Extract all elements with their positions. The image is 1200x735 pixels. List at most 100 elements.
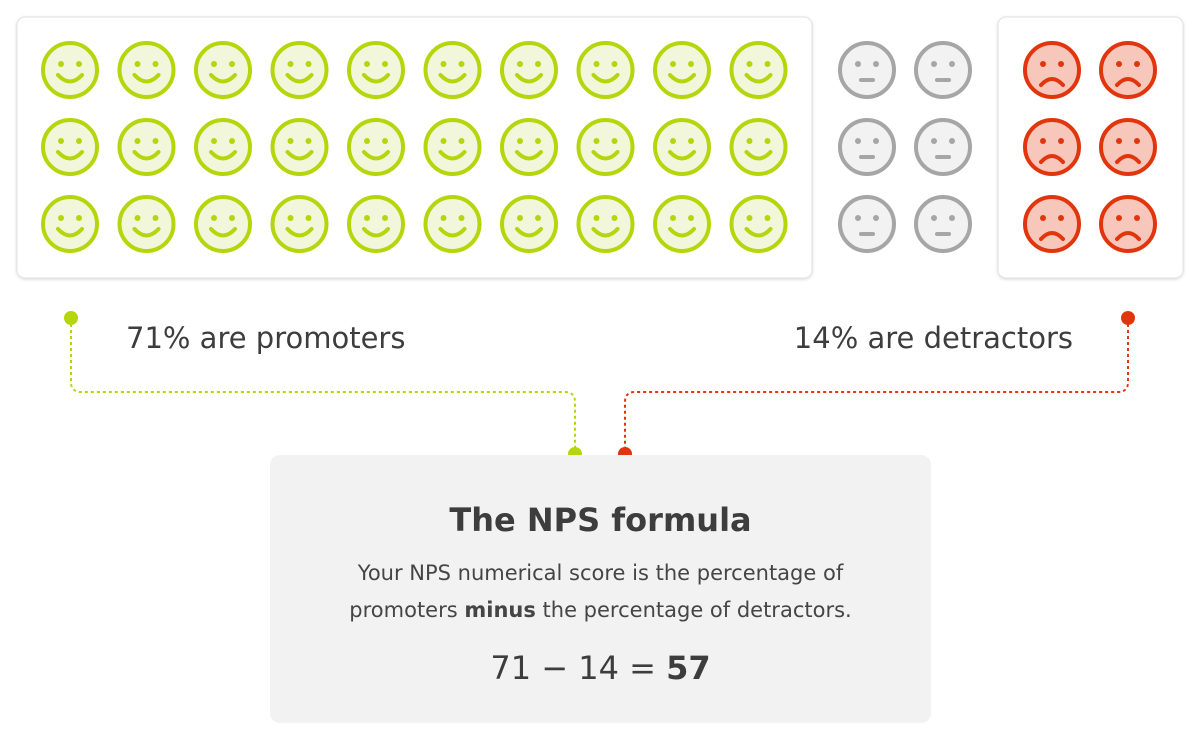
eye — [1134, 138, 1140, 144]
happy-face — [41, 195, 99, 253]
face-outline — [729, 118, 788, 176]
eye — [382, 61, 388, 67]
eye — [931, 61, 937, 67]
eye — [76, 61, 82, 67]
eye — [382, 138, 388, 144]
happy-face — [41, 118, 99, 176]
mouth — [438, 73, 467, 84]
eye — [593, 138, 600, 144]
mouth — [438, 150, 467, 161]
mouth — [668, 150, 696, 161]
eye — [76, 138, 82, 144]
face-outline — [270, 118, 329, 176]
mouth — [668, 227, 696, 238]
mouth — [1039, 77, 1065, 87]
eye — [593, 61, 600, 67]
promoters-label: 71% are promoters — [126, 321, 405, 355]
eye — [58, 61, 64, 67]
mouth — [56, 73, 84, 84]
happy-face — [117, 41, 176, 99]
eye — [134, 215, 141, 221]
happy-face — [729, 195, 788, 253]
happy-face — [653, 41, 711, 99]
eye — [364, 215, 370, 221]
mouth — [285, 150, 314, 161]
formula-box: The NPS formula Your NPS numerical score… — [270, 455, 931, 723]
face-outline — [194, 41, 252, 99]
eye — [440, 138, 447, 144]
eye — [1116, 215, 1122, 221]
eye — [746, 215, 753, 221]
eye — [1040, 138, 1046, 144]
formula-title: The NPS formula — [449, 501, 752, 539]
eye — [1040, 61, 1046, 67]
eye — [58, 138, 64, 144]
eye — [517, 61, 523, 67]
mouth — [56, 227, 84, 238]
eye — [855, 61, 861, 67]
happy-face — [423, 195, 482, 253]
text: the percentage of detractors. — [542, 598, 852, 622]
happy-face — [500, 41, 558, 99]
mouth — [744, 73, 773, 84]
eye — [611, 61, 618, 67]
eye — [152, 215, 159, 221]
eye — [949, 215, 955, 221]
happy-face — [194, 41, 252, 99]
mouth — [591, 150, 620, 161]
eye — [458, 61, 465, 67]
face-outline — [500, 195, 558, 253]
formula-text: Your NPS numerical score is the percenta… — [270, 555, 931, 629]
mouth — [515, 73, 543, 84]
eye — [1134, 61, 1140, 67]
face-outline — [653, 118, 711, 176]
connector-dot — [64, 311, 78, 325]
text: promoters — [349, 598, 458, 622]
face-outline — [1023, 195, 1081, 253]
mouth — [591, 73, 620, 84]
face-outline — [576, 41, 635, 99]
eye — [611, 138, 618, 144]
mouth — [362, 73, 390, 84]
face-outline — [653, 195, 711, 253]
eye — [305, 61, 312, 67]
eye — [440, 215, 447, 221]
eye — [873, 61, 879, 67]
eye — [593, 215, 600, 221]
eye — [855, 138, 861, 144]
happy-face — [500, 195, 558, 253]
face-outline — [117, 195, 176, 253]
neutral-face — [914, 195, 972, 253]
happy-face — [270, 118, 329, 176]
mouth — [1039, 154, 1065, 164]
eye — [152, 61, 159, 67]
mouth — [1039, 231, 1065, 241]
eye — [1058, 215, 1064, 221]
eye — [287, 61, 294, 67]
eye — [535, 215, 541, 221]
eye — [287, 215, 294, 221]
neutral-face — [838, 41, 896, 99]
eye — [458, 215, 465, 221]
face-outline — [347, 41, 405, 99]
detractor-connector — [624, 318, 1129, 454]
eye — [152, 138, 159, 144]
eye — [58, 215, 64, 221]
eye — [688, 138, 694, 144]
face-outline — [270, 41, 329, 99]
happy-face — [653, 195, 711, 253]
face-outline — [838, 41, 896, 99]
eye — [949, 138, 955, 144]
eye — [1116, 61, 1122, 67]
happy-face — [729, 118, 788, 176]
face-outline — [838, 118, 896, 176]
eye — [1058, 61, 1064, 67]
sad-face — [1099, 118, 1157, 176]
mouth — [209, 73, 237, 84]
happy-face — [576, 118, 635, 176]
face-outline — [500, 118, 558, 176]
equation-result: 57 — [666, 649, 711, 687]
eye — [229, 61, 235, 67]
happy-face — [347, 118, 405, 176]
